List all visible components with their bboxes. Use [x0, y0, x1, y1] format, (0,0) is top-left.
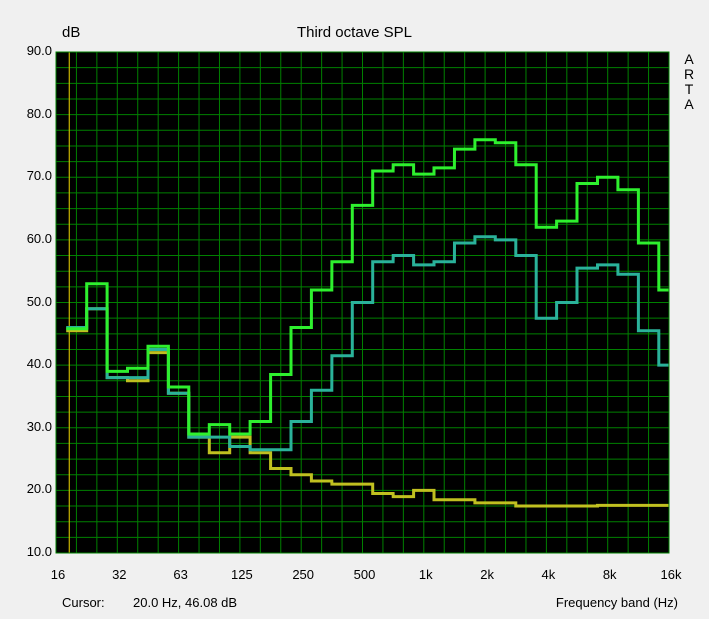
arta-logo: A R T A	[683, 51, 695, 112]
y-tick-label: 40.0	[26, 356, 52, 372]
x-tick-label: 16k	[660, 567, 682, 582]
series-upper-line	[66, 138, 669, 436]
x-tick-label: 1k	[418, 567, 433, 582]
x-tick-label: 250	[292, 567, 315, 582]
plot-frame	[55, 51, 670, 554]
chart-title: Third octave SPL	[296, 24, 413, 41]
x-tick-label: 8k	[602, 567, 617, 582]
x-tick-label: 32	[112, 567, 127, 582]
x-tick-label: 2k	[480, 567, 494, 582]
x-tick-label: 63	[173, 567, 188, 582]
x-tick-label: 4k	[541, 567, 556, 582]
x-tick-label: 500	[353, 567, 376, 582]
series-lower-line	[66, 307, 669, 508]
y-tick-label: 10.0	[26, 544, 52, 559]
y-tick-label: 80.0	[26, 105, 52, 121]
cursor-label: Cursor:	[62, 595, 105, 610]
x-tick-label: 16	[50, 567, 66, 582]
y-tick-label: 20.0	[26, 481, 52, 497]
y-tick-label: 30.0	[26, 418, 52, 434]
y-tick-label: 50.0	[26, 293, 52, 309]
y-axis-unit-label: dB	[62, 24, 81, 41]
frequency-band-label: Frequency band (Hz)	[555, 595, 678, 610]
cursor-readout: 20.0 Hz, 46.08 dB	[133, 595, 238, 610]
series-middle-line	[66, 235, 669, 452]
y-tick-label: 70.0	[26, 168, 52, 184]
y-tick-label: 60.0	[26, 230, 52, 246]
y-tick-label: 90.0	[26, 43, 52, 58]
x-tick-label: 125	[231, 567, 253, 582]
